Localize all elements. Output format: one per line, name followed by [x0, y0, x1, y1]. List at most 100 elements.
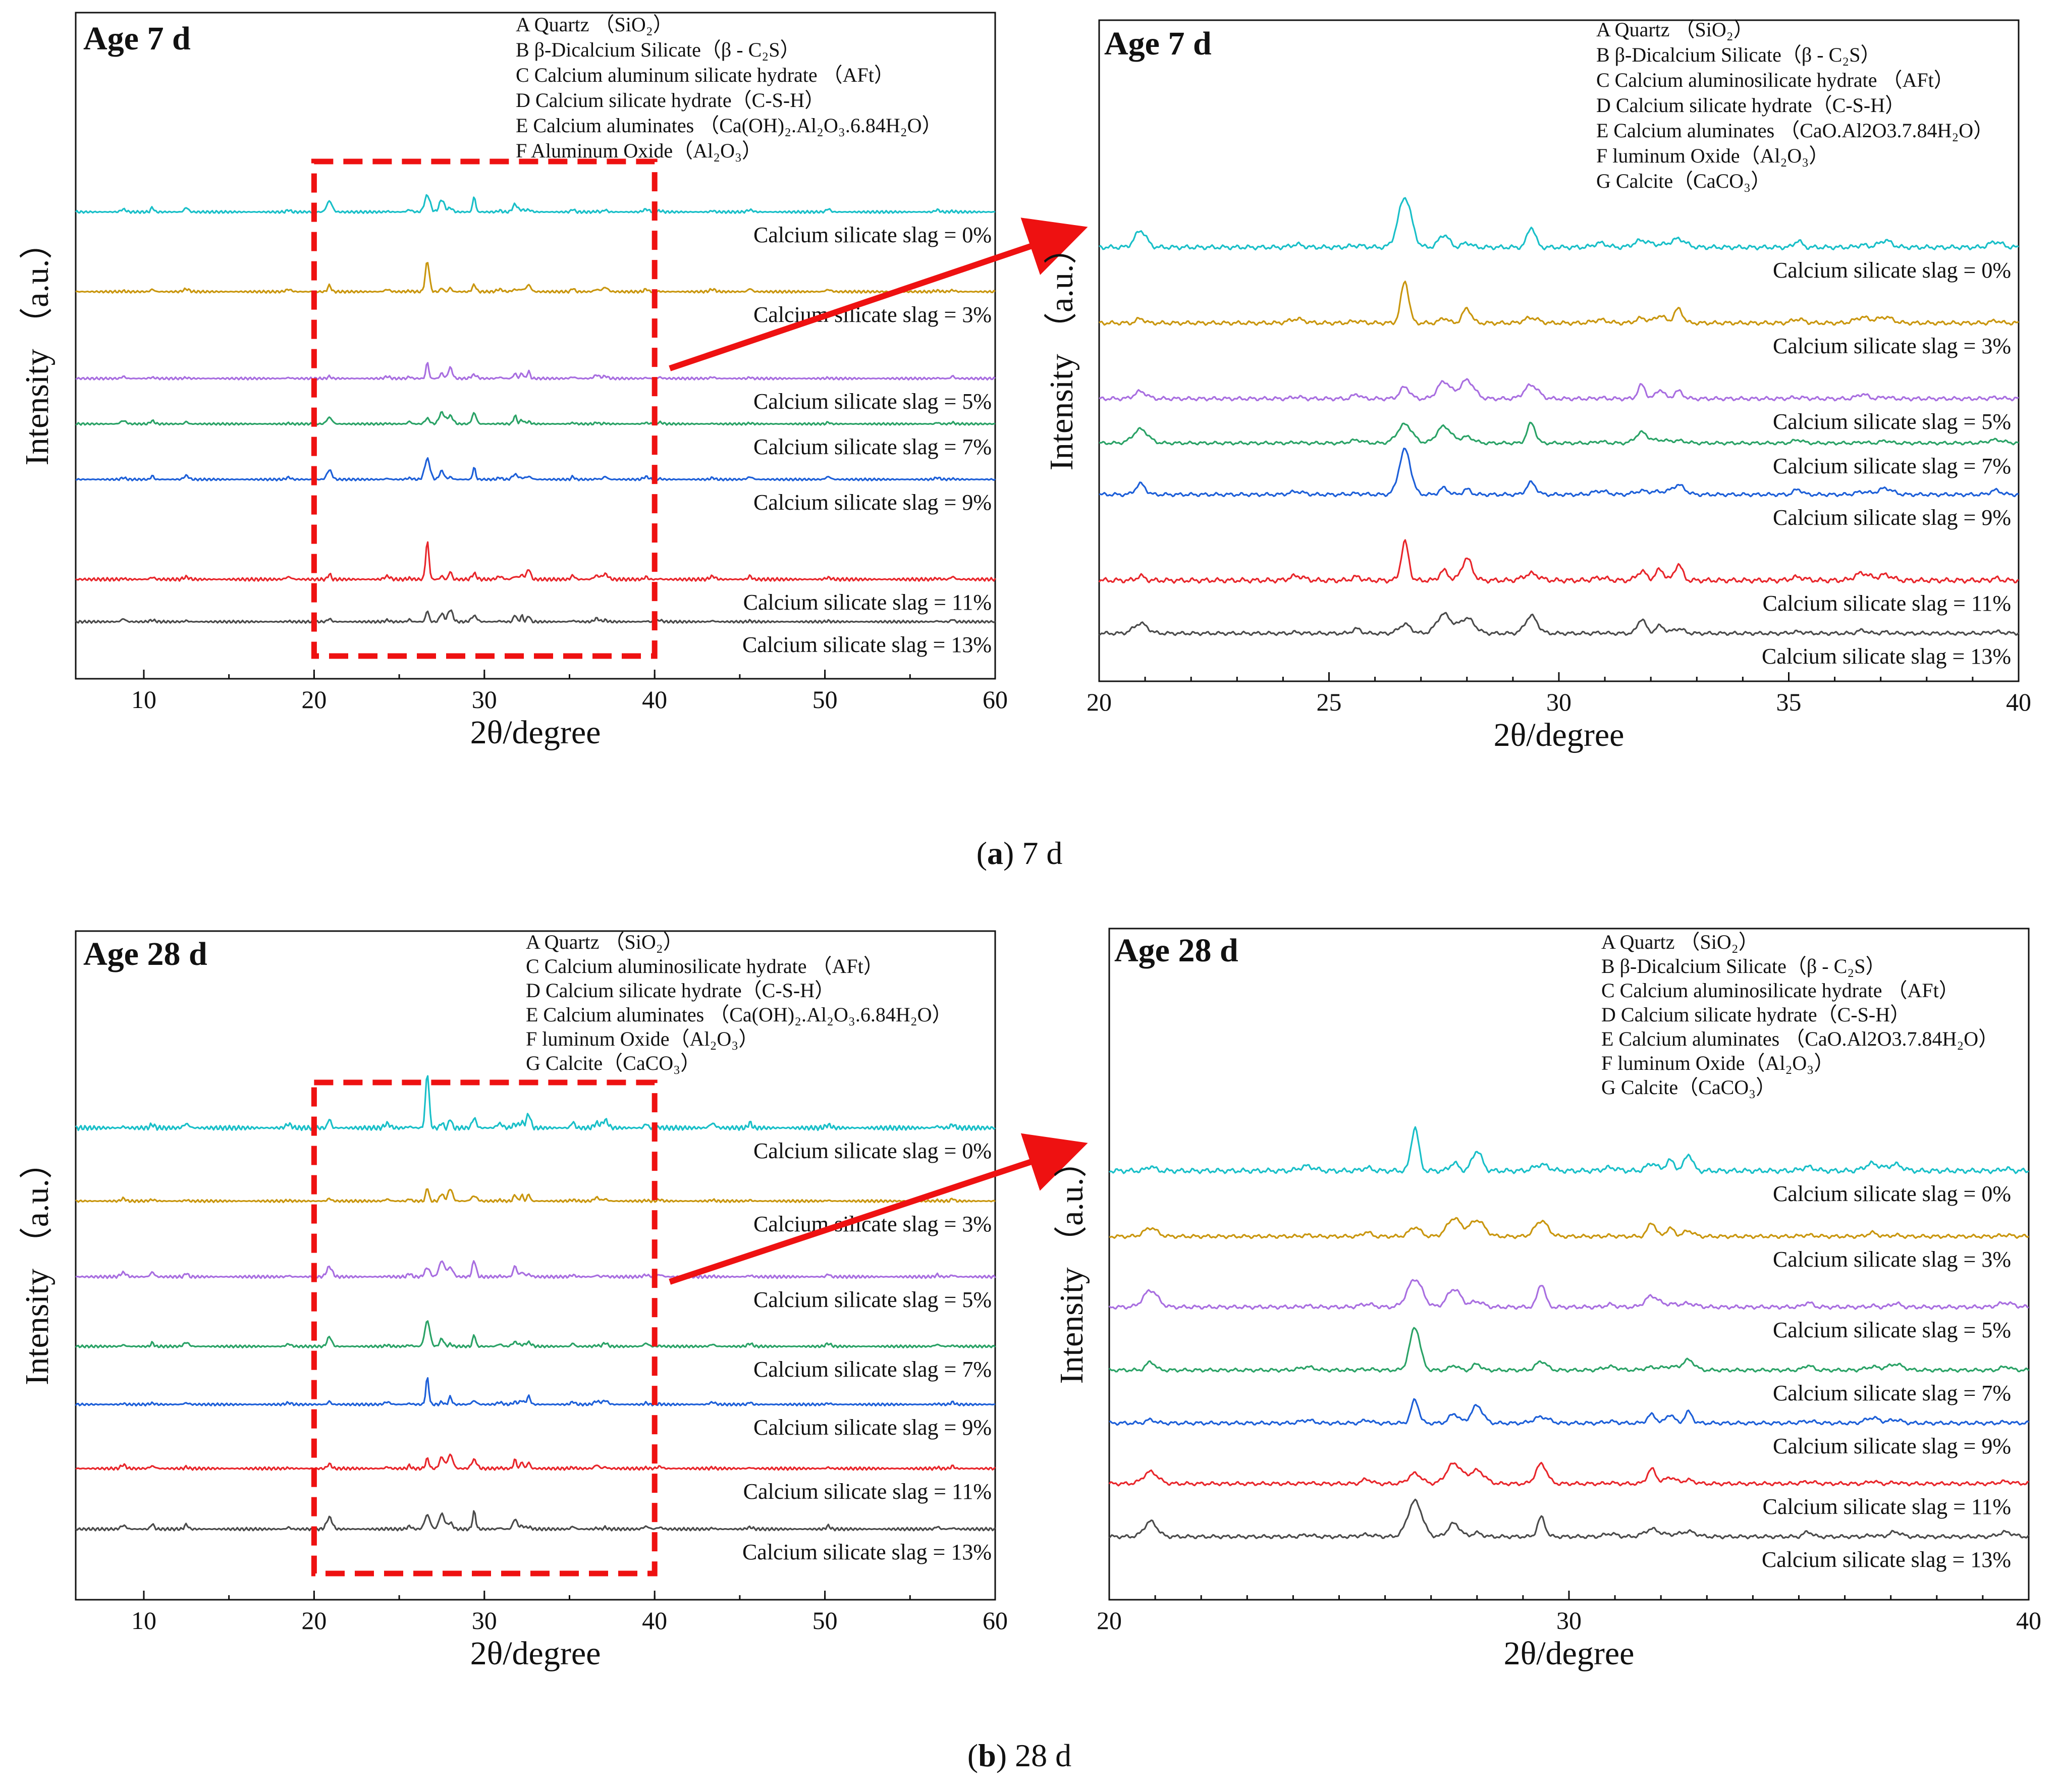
legend-entry: C Calcium aluminosilicate hydrate （AFt） [1601, 979, 1959, 1002]
chart-title: Age 28 d [83, 936, 207, 972]
series-label: Calcium silicate slag = 13% [1762, 1547, 2011, 1572]
legend-entry: G Calcite（CaCO₃） [1596, 170, 1771, 192]
legend-entry: G Calcite（CaCO₃） [1601, 1076, 1776, 1099]
x-tick-label: 30 [472, 685, 497, 714]
series-line [1099, 421, 2019, 446]
chart-title: Age 7 d [83, 20, 191, 57]
caption-b: (b) 28 d [967, 1737, 1071, 1773]
x-tick-label: 25 [1317, 688, 1342, 716]
zoom-arrow [669, 218, 1088, 371]
x-tick-label: 30 [1556, 1606, 1582, 1635]
y-axis-label: Intensity （a.u.） [19, 1146, 56, 1385]
series-label: Calcium silicate slag = 0% [1773, 1181, 2011, 1206]
x-axis-label: 2θ/degree [1504, 1635, 1635, 1672]
x-tick-label: 60 [983, 1606, 1008, 1635]
x-axis-label: 2θ/degree [1494, 717, 1624, 753]
chart-28d-full: 10 20 30 40 50 60 2θ/degree Intensity （a.u.） Age… [19, 930, 1088, 1672]
legend-entry: E Calcium aluminates （CaO.Al2O3.7.84H₂O） [1596, 119, 1993, 142]
series-line [1109, 1398, 2030, 1426]
chart-7d-full: 10 20 30 40 50 60 2θ/degree Intensity （a.u.） Age… [19, 12, 1088, 751]
series-label: Calcium silicate slag = 7% [753, 435, 992, 459]
y-axis-label: Intensity （a.u.） [1053, 1145, 1090, 1384]
x-tick-label: 20 [1087, 688, 1112, 716]
legend-entry: E Calcium aluminates （Ca(OH)₂.Al₂O₃.6.84… [516, 114, 942, 137]
legend-entry: B β-Dicalcium Silicate（β - C₂S） [1596, 43, 1880, 66]
series-label: Calcium silicate slag = 3% [1773, 1247, 2011, 1272]
plot-frame [75, 930, 996, 1601]
series-line [1099, 197, 2019, 251]
x-tick-label: 30 [1546, 688, 1571, 716]
series-label: Calcium silicate slag = 11% [1763, 1494, 2011, 1519]
series-label: Calcium silicate slag = 0% [1773, 258, 2011, 283]
plot-frame [75, 12, 996, 680]
zoom-arrow [669, 1133, 1088, 1285]
series-label: Calcium silicate slag = 11% [743, 1479, 992, 1504]
series-line [75, 609, 996, 624]
series-line [1108, 1279, 2029, 1310]
zoom-region-box [311, 1079, 658, 1577]
series-label: Calcium silicate slag = 7% [1773, 454, 2011, 478]
series-label: Calcium silicate slag = 13% [742, 632, 992, 657]
x-tick-label: 30 [472, 1606, 497, 1635]
legend-entry: B β-Dicalcium Silicate（β - C₂S） [1601, 955, 1885, 978]
series-line [75, 1377, 996, 1407]
x-tick-label: 10 [131, 1606, 156, 1635]
x-axis-label: 2θ/degree [470, 1635, 601, 1672]
legend-entry: D Calcium silicate hydrate（C-S-H） [526, 979, 835, 1002]
series-label: Calcium silicate slag = 11% [1763, 591, 2011, 616]
legend-entry: C Calcium aluminosilicate hydrate （AFt） [1596, 69, 1954, 91]
series-line [1109, 1126, 2029, 1174]
series-label: Calcium silicate slag = 11% [743, 590, 992, 615]
legend-entry: D Calcium silicate hydrate（C-S-H） [1601, 1003, 1910, 1026]
x-tick-label: 60 [983, 685, 1008, 714]
series-label: Calcium silicate slag = 5% [753, 389, 992, 414]
legend-entry: A Quartz （SiO₂） [516, 13, 673, 36]
series-line [75, 1075, 996, 1131]
x-tick-label: 50 [812, 685, 838, 714]
caption-a-text: 7 d [1022, 835, 1062, 871]
series-label: Calcium silicate slag = 9% [753, 490, 992, 515]
legend-entry: C Calcium aluminum silicate hydrate （AFt… [516, 64, 894, 86]
series-line [1098, 539, 2019, 584]
x-tick-label: 10 [131, 685, 156, 714]
legend-entry: A Quartz （SiO₂） [1596, 18, 1754, 41]
chart-title: Age 28 d [1114, 932, 1238, 969]
caption-b-letter: b [978, 1737, 996, 1773]
series-line [75, 1453, 996, 1471]
x-tick-label: 40 [642, 685, 667, 714]
x-tick-label: 20 [1097, 1606, 1122, 1635]
series-line [1099, 448, 2019, 498]
series-line [75, 1188, 996, 1204]
legend-entry: F luminum Oxide（Al₂O₃） [1601, 1052, 1834, 1074]
series-label: Calcium silicate slag = 0% [753, 223, 992, 247]
series-line [75, 411, 996, 426]
legend-entry: E Calcium aluminates （Ca(OH)₂.Al₂O₃.6.84… [526, 1003, 952, 1026]
legend-entry: B β-Dicalcium Silicate（β - C₂S） [516, 38, 800, 61]
chart-7d-zoom: 20 25 30 35 40 2θ/degree Intensity （a.u.） Age 7… [1043, 18, 2031, 753]
x-tick-label: 20 [301, 685, 327, 714]
series-label: Calcium silicate slag = 9% [753, 1415, 992, 1440]
series-line [75, 1510, 996, 1532]
x-tick-label: 40 [2016, 1606, 2041, 1635]
x-tick-label: 40 [642, 1606, 667, 1635]
series-label: Calcium silicate slag = 3% [1773, 334, 2011, 358]
x-tick-label: 35 [1776, 688, 1802, 716]
series-label: Calcium silicate slag = 5% [1773, 1318, 2011, 1342]
series-label: Calcium silicate slag = 7% [753, 1357, 992, 1382]
caption-a-letter: a [987, 835, 1003, 871]
series-line [1099, 612, 2020, 636]
series-line [1109, 1217, 2029, 1239]
series-line [1108, 1461, 2029, 1487]
x-tick-label: 50 [812, 1606, 838, 1635]
x-tick-label: 40 [2006, 688, 2031, 716]
caption-b-text: 28 d [1015, 1737, 1071, 1773]
x-tick-label: 20 [301, 1606, 327, 1635]
series-line [1099, 378, 2019, 402]
caption-a: (a) 7 d [977, 835, 1063, 871]
series-line [75, 362, 996, 381]
legend-entry: C Calcium aluminosilicate hydrate （AFt） [526, 955, 884, 978]
series-line [1108, 1327, 2030, 1373]
series-line [75, 457, 996, 481]
series-line [1108, 1498, 2030, 1540]
